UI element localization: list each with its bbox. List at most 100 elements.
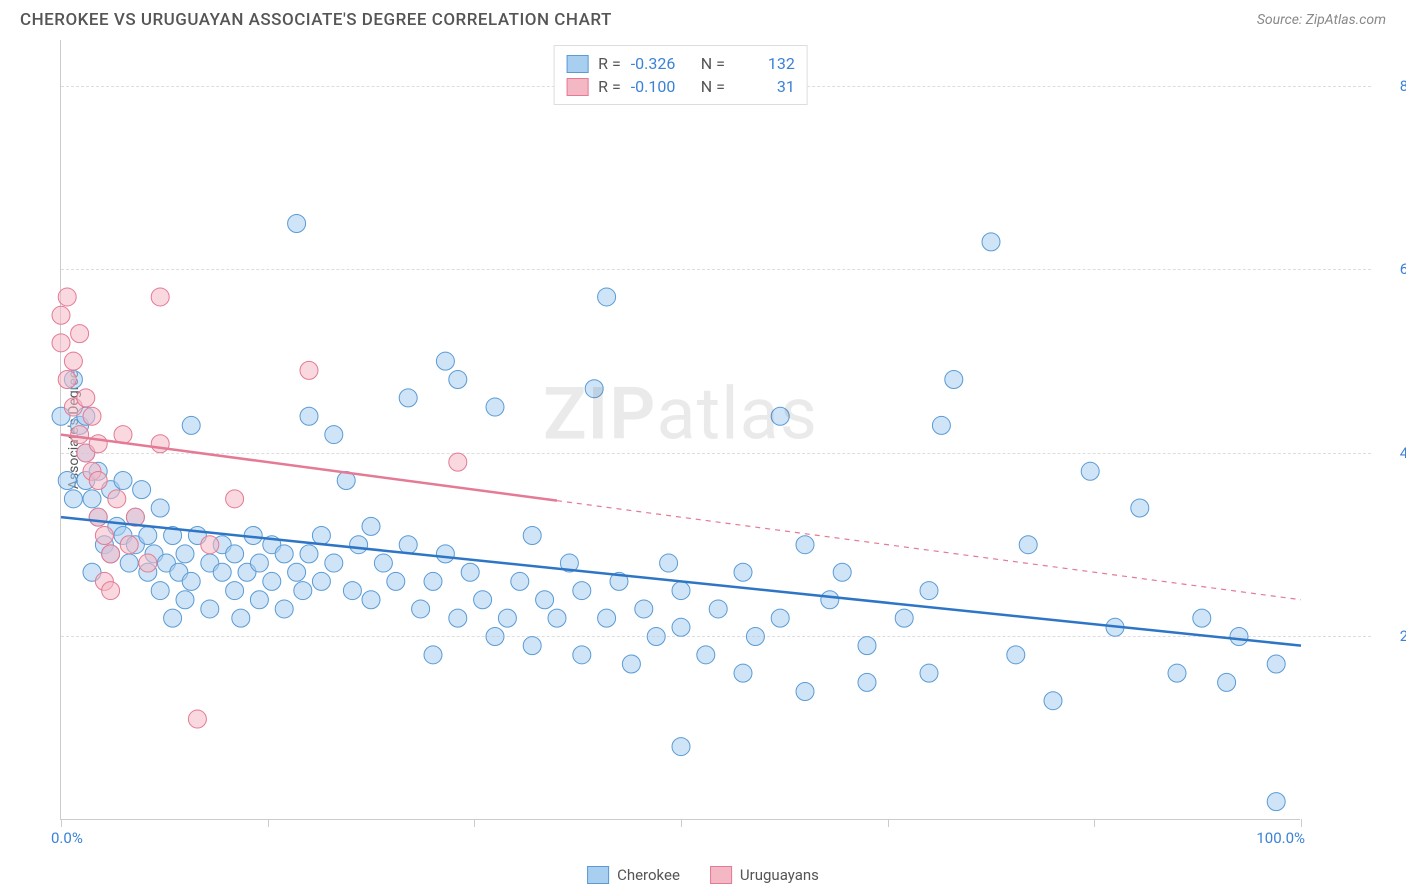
x-tick: [474, 819, 475, 827]
series-swatch: [566, 55, 588, 73]
n-value: 132: [735, 54, 795, 73]
data-point: [77, 389, 95, 407]
data-point: [1267, 793, 1285, 811]
data-point: [598, 609, 616, 627]
correlation-stats-box: R =-0.326N =132R =-0.100N =31: [553, 45, 808, 105]
chart-header: CHEROKEE VS URUGUAYAN ASSOCIATE'S DEGREE…: [0, 0, 1406, 35]
data-point: [71, 426, 89, 444]
data-point: [89, 471, 107, 489]
data-point: [226, 545, 244, 563]
data-point: [895, 609, 913, 627]
data-point: [52, 334, 70, 352]
data-point: [449, 609, 467, 627]
data-point: [102, 545, 120, 563]
data-point: [598, 288, 616, 306]
plot-area: ZIPatlas R =-0.326N =132R =-0.100N =31 0…: [60, 40, 1300, 820]
data-point: [697, 646, 715, 664]
data-point: [474, 591, 492, 609]
data-point: [133, 481, 151, 499]
data-point: [511, 572, 529, 590]
data-point: [920, 664, 938, 682]
data-point: [232, 609, 250, 627]
chart-title: CHEROKEE VS URUGUAYAN ASSOCIATE'S DEGREE…: [20, 10, 612, 30]
data-point: [523, 637, 541, 655]
n-label: N =: [701, 77, 725, 96]
data-point: [52, 306, 70, 324]
data-point: [424, 646, 442, 664]
data-point: [64, 490, 82, 508]
data-point: [288, 215, 306, 233]
data-point: [436, 545, 454, 563]
data-point: [108, 490, 126, 508]
data-point: [102, 582, 120, 600]
x-axis-min-label: 0.0%: [51, 829, 83, 847]
data-point: [672, 738, 690, 756]
y-tick-label: 20.0%: [1380, 627, 1406, 645]
data-point: [1193, 609, 1211, 627]
y-tick-label: 60.0%: [1380, 260, 1406, 278]
data-point: [362, 517, 380, 535]
data-point: [573, 582, 591, 600]
data-point: [300, 545, 318, 563]
data-point: [796, 683, 814, 701]
data-point: [201, 600, 219, 618]
data-point: [151, 435, 169, 453]
data-point: [523, 527, 541, 545]
data-point: [213, 563, 231, 581]
data-point: [95, 527, 113, 545]
data-point: [325, 426, 343, 444]
data-point: [449, 453, 467, 471]
data-point: [858, 673, 876, 691]
data-point: [300, 361, 318, 379]
scatter-plot: [61, 40, 1301, 820]
data-point: [498, 609, 516, 627]
data-point: [151, 582, 169, 600]
data-point: [1081, 462, 1099, 480]
data-point: [399, 536, 417, 554]
data-point: [176, 545, 194, 563]
data-point: [486, 398, 504, 416]
data-point: [151, 288, 169, 306]
data-point: [387, 572, 405, 590]
data-point: [120, 554, 138, 572]
data-point: [120, 536, 138, 554]
legend: Cherokee Uruguayans: [587, 866, 819, 884]
x-axis-max-label: 100.0%: [1256, 829, 1305, 847]
data-point: [399, 389, 417, 407]
data-point: [536, 591, 554, 609]
data-point: [858, 637, 876, 655]
data-point: [300, 407, 318, 425]
data-point: [275, 600, 293, 618]
x-tick: [61, 819, 62, 827]
data-point: [424, 572, 442, 590]
data-point: [226, 582, 244, 600]
data-point: [151, 499, 169, 517]
x-tick: [888, 819, 889, 827]
data-point: [294, 582, 312, 600]
legend-item: Uruguayans: [710, 866, 819, 884]
x-tick: [268, 819, 269, 827]
legend-swatch: [587, 866, 609, 884]
legend-swatch: [710, 866, 732, 884]
data-point: [672, 582, 690, 600]
data-point: [734, 664, 752, 682]
data-point: [1019, 536, 1037, 554]
data-point: [771, 407, 789, 425]
data-point: [436, 352, 454, 370]
data-point: [83, 490, 101, 508]
legend-label: Uruguayans: [740, 866, 819, 884]
data-point: [58, 371, 76, 389]
data-point: [312, 527, 330, 545]
data-point: [1131, 499, 1149, 517]
data-point: [1007, 646, 1025, 664]
x-tick: [1094, 819, 1095, 827]
data-point: [201, 536, 219, 554]
data-point: [1267, 655, 1285, 673]
data-point: [114, 471, 132, 489]
data-point: [461, 563, 479, 581]
legend-item: Cherokee: [587, 866, 680, 884]
data-point: [1218, 673, 1236, 691]
data-point: [982, 233, 1000, 251]
n-value: 31: [735, 77, 795, 96]
data-point: [672, 618, 690, 636]
